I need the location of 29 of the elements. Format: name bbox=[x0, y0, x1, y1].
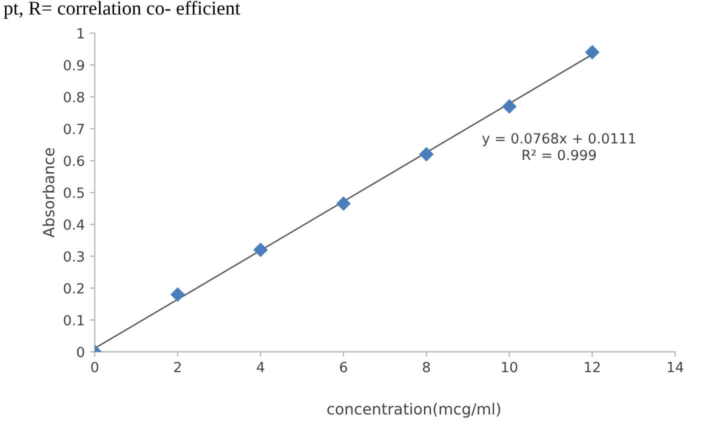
y-tick-label: 0.4 bbox=[64, 219, 84, 230]
y-tick-label: 0.5 bbox=[64, 187, 84, 198]
text: pt, R= correlation co- efficient bbox=[4, 0, 240, 19]
x-tick-label: 12 bbox=[584, 362, 600, 372]
point bbox=[336, 196, 351, 211]
y-axis-title: Absorbance bbox=[42, 148, 54, 238]
y-tick-label: 0.6 bbox=[64, 156, 84, 166]
x-tick-label: 8 bbox=[422, 362, 430, 372]
y-tick-label: 0.2 bbox=[64, 283, 84, 294]
annotation: y = 0.0768x + 0.0111 R² = 0.999 bbox=[482, 133, 636, 160]
x-tick-label: 4 bbox=[256, 362, 264, 372]
point bbox=[419, 146, 434, 162]
y-tick-label: 0.1 bbox=[64, 314, 84, 326]
x-tick-label: 10 bbox=[502, 362, 518, 372]
y-tick-label: 0.7 bbox=[64, 124, 84, 134]
y-tick-label: 0.3 bbox=[64, 251, 84, 262]
y-tick-label: 0.9 bbox=[64, 60, 84, 70]
point bbox=[584, 44, 600, 60]
y-tick-label: 1 bbox=[78, 28, 84, 38]
y-tick-label: 0.8 bbox=[64, 92, 84, 102]
x-tick-label: 0 bbox=[91, 362, 98, 372]
point bbox=[170, 287, 185, 302]
x-tick-label: 2 bbox=[174, 362, 181, 372]
x-axis-title: concentration(mcg/ml) bbox=[327, 402, 500, 418]
point bbox=[502, 99, 517, 114]
y-tick-label: 0 bbox=[77, 346, 84, 358]
x-tick-label: 14 bbox=[668, 362, 684, 372]
point bbox=[253, 242, 268, 258]
x-tick-label: 6 bbox=[340, 362, 348, 372]
